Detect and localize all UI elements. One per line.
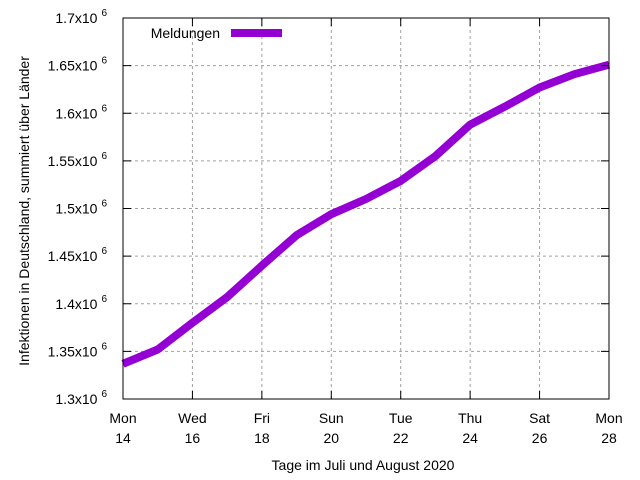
y-tick-label: 1.5x10 6 [55, 199, 107, 217]
y-axis-title: Infektionen in Deutschland, summiert übe… [16, 56, 32, 366]
x-tick-weekday: Mon [595, 410, 622, 426]
data-point [226, 296, 228, 298]
series-layer [121, 60, 611, 368]
y-tick-exponent: 6 [101, 246, 107, 257]
legend: Meldungen [151, 25, 282, 41]
y-tick-label: 1.55x10 6 [48, 151, 108, 169]
y-tick-mantissa: 1.45x10 [48, 248, 98, 264]
x-tick-weekday: Mon [109, 410, 136, 426]
y-tick-mantissa: 1.55x10 [48, 153, 98, 169]
x-tick-weekday: Thu [458, 410, 482, 426]
data-point [504, 106, 506, 108]
x-tick-weekday: Wed [178, 410, 207, 426]
y-tick-exponent: 6 [101, 103, 107, 114]
x-axis-title: Tage im Juli und August 2020 [272, 457, 455, 473]
y-tick-exponent: 6 [101, 341, 107, 352]
x-tick-day: 22 [393, 430, 409, 446]
y-tick-label: 1.65x10 6 [48, 56, 108, 74]
data-point [261, 265, 263, 267]
data-point [434, 155, 436, 157]
x-tick-day: 26 [532, 430, 548, 446]
x-tick-day: 14 [115, 430, 131, 446]
x-tick-day: 16 [185, 430, 201, 446]
grid-layer [123, 18, 609, 399]
y-tick-label: 1.3x10 6 [55, 389, 107, 407]
y-tick-mantissa: 1.6x10 [55, 105, 97, 121]
x-tick-weekday: Fri [254, 410, 270, 426]
data-point [469, 124, 471, 126]
y-tick-mantissa: 1.4x10 [55, 296, 97, 312]
data-point [191, 322, 193, 324]
y-tick-exponent: 6 [101, 294, 107, 305]
x-tick-day: 20 [323, 430, 339, 446]
y-tick-labels: 1.3x10 61.35x10 61.4x10 61.45x10 61.5x10 61.5… [48, 8, 108, 407]
x-tick-day: 28 [601, 430, 617, 446]
x-tick-labels: Mon 14 Wed 16 Fri 18 Sun 20 Tue 22 Thu 24 Sat 26 Mon 28 [109, 410, 622, 446]
x-tick-weekday: Sun [319, 410, 344, 426]
data-point [296, 234, 298, 236]
data-point [400, 180, 402, 182]
y-tick-mantissa: 1.35x10 [48, 343, 98, 359]
y-tick-label: 1.4x10 6 [55, 294, 107, 312]
x-tick-weekday: Sat [529, 410, 550, 426]
legend-label: Meldungen [151, 25, 220, 41]
x-tick-day: 24 [462, 430, 478, 446]
data-point [539, 87, 541, 88]
y-tick-label: 1.7x10 6 [55, 8, 107, 26]
x-tick-weekday: Tue [389, 410, 413, 426]
y-tick-mantissa: 1.3x10 [55, 391, 97, 407]
data-point [157, 349, 159, 350]
y-tick-exponent: 6 [101, 8, 107, 19]
data-point [365, 198, 367, 200]
y-tick-mantissa: 1.5x10 [55, 201, 97, 217]
y-tick-exponent: 6 [101, 56, 107, 67]
y-tick-exponent: 6 [101, 389, 107, 400]
x-tick-day: 18 [254, 430, 270, 446]
series-line [121, 60, 611, 368]
tick-layer [122, 17, 610, 400]
data-point [573, 73, 575, 75]
y-tick-label: 1.6x10 6 [55, 103, 107, 121]
y-tick-mantissa: 1.7x10 [55, 10, 97, 26]
y-tick-mantissa: 1.65x10 [48, 58, 98, 74]
y-tick-label: 1.45x10 6 [48, 246, 108, 264]
data-point [330, 213, 332, 215]
y-tick-exponent: 6 [101, 199, 107, 210]
y-tick-exponent: 6 [101, 151, 107, 162]
y-tick-label: 1.35x10 6 [48, 341, 108, 359]
